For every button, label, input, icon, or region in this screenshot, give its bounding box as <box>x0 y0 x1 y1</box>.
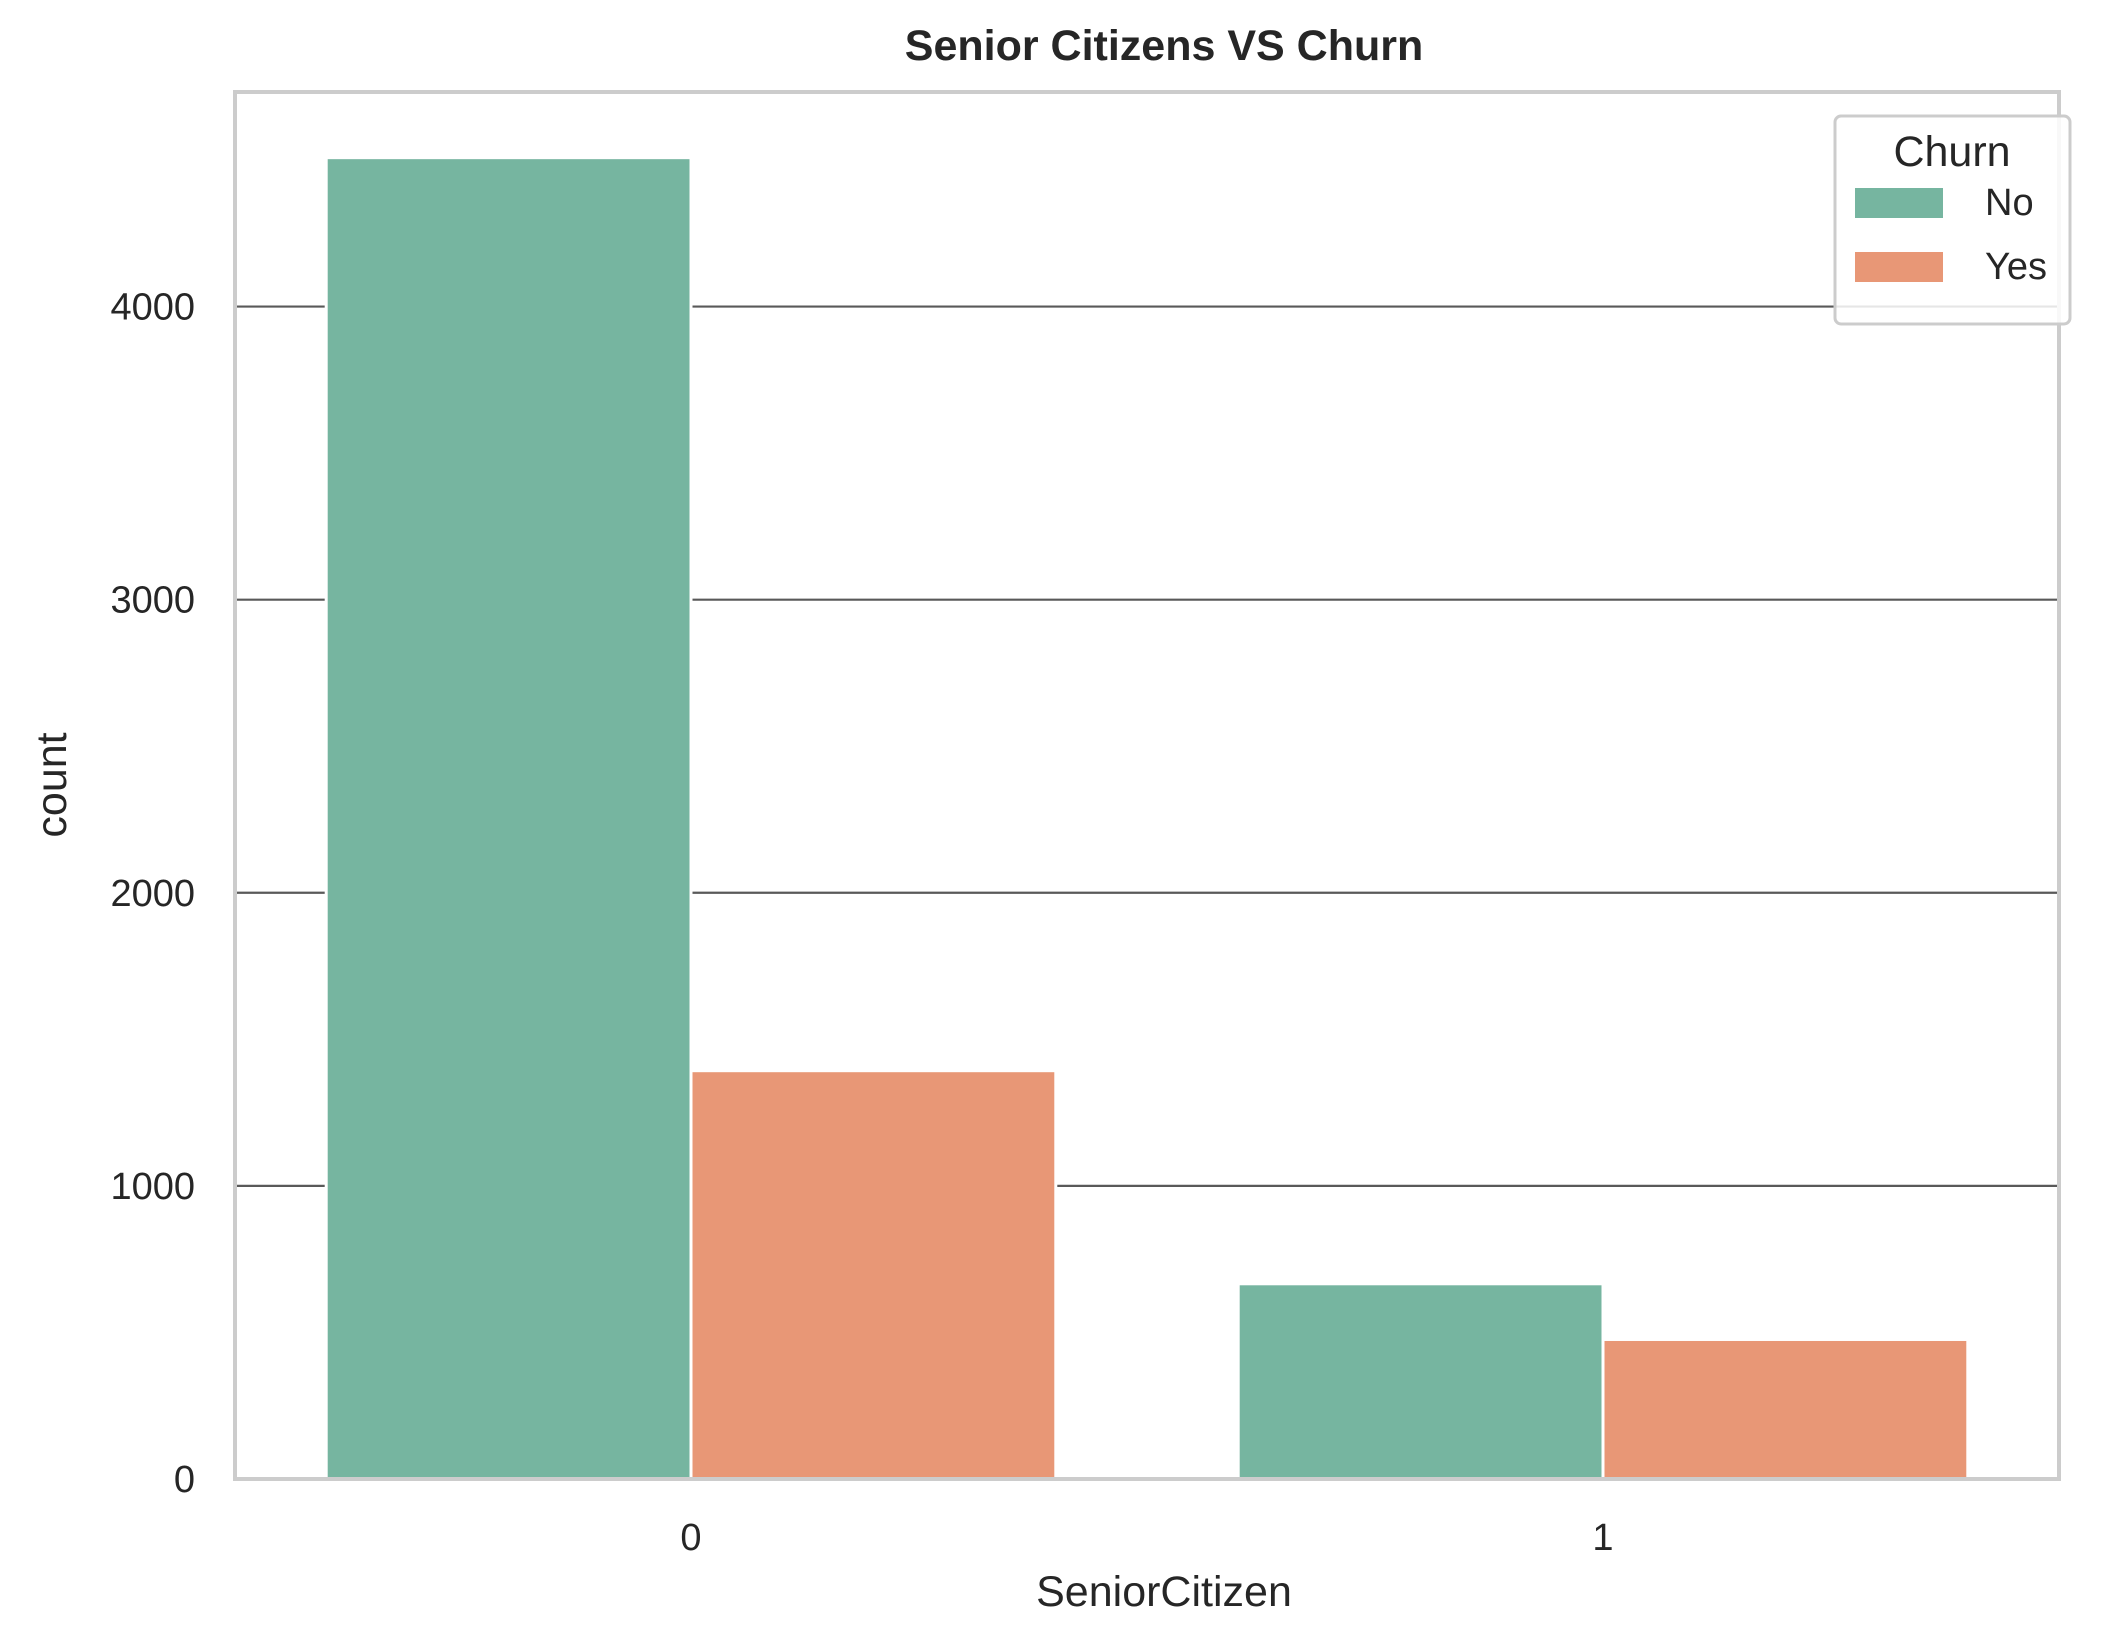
y-tick-label: 4000 <box>110 287 195 329</box>
legend-title: Churn <box>1893 128 2010 176</box>
bar-no-0 <box>324 156 693 1481</box>
legend-label: No <box>1985 182 2034 224</box>
y-tick-label: 1000 <box>110 1166 195 1208</box>
bars <box>324 156 1970 1481</box>
legend: Churn No Yes <box>1833 114 2072 326</box>
plot-frame <box>233 90 2061 1481</box>
bar-yes-1 <box>1601 1337 1970 1481</box>
y-tick-labels: 0 1000 2000 3000 4000 <box>110 287 195 1501</box>
x-tick-label: 1 <box>1592 1517 1613 1559</box>
y-tick-label: 3000 <box>110 580 195 622</box>
x-axis-label: SeniorCitizen <box>1036 1568 1292 1616</box>
bar-no-1 <box>1236 1282 1605 1481</box>
legend-items: No Yes <box>1855 182 2047 288</box>
y-tick-label: 0 <box>174 1459 195 1501</box>
chart-title: Senior Citizens VS Churn <box>905 22 1423 70</box>
x-tick-label: 0 <box>680 1517 701 1559</box>
bar-yes-0 <box>689 1069 1058 1481</box>
y-tick-label: 2000 <box>110 873 195 915</box>
legend-swatch-no <box>1855 188 1943 218</box>
legend-label: Yes <box>1985 246 2047 288</box>
y-axis-label: count <box>28 732 76 837</box>
legend-swatch-yes <box>1855 252 1943 282</box>
